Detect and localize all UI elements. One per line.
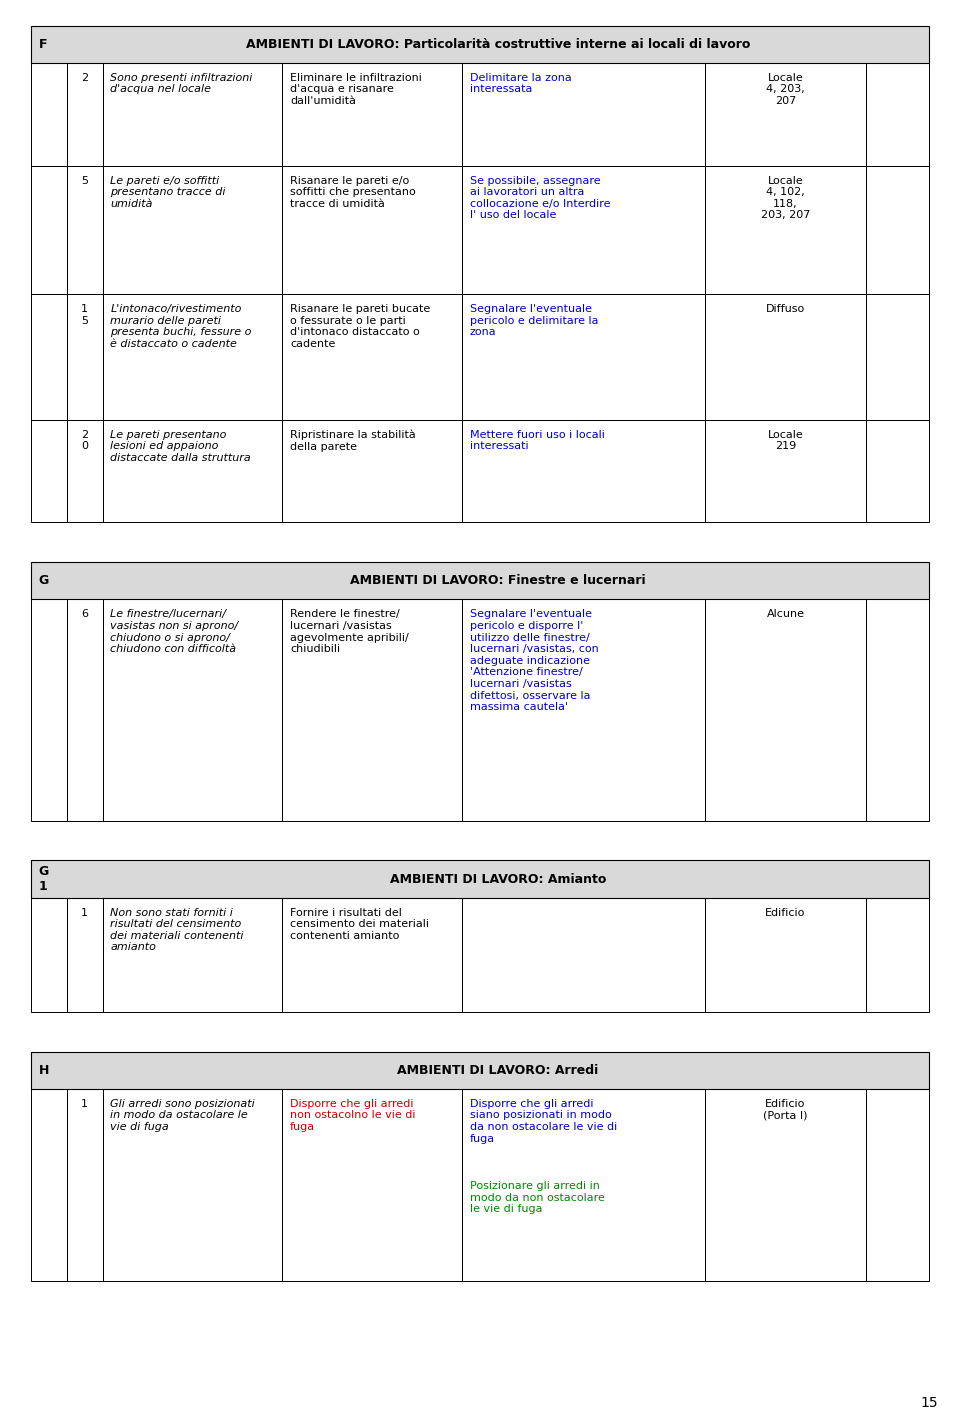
Bar: [462, 1089, 705, 1281]
Bar: [103, 420, 282, 522]
Bar: [705, 898, 866, 1012]
Bar: [282, 1089, 462, 1281]
Text: AMBIENTI DI LAVORO: Amianto: AMBIENTI DI LAVORO: Amianto: [390, 872, 606, 886]
Text: Edificio
(Porta I): Edificio (Porta I): [763, 1099, 807, 1120]
Text: G
1: G 1: [38, 865, 49, 893]
Bar: [462, 63, 705, 166]
Text: 2
0: 2 0: [81, 430, 88, 451]
Bar: [103, 166, 282, 294]
Bar: [31, 26, 929, 63]
Bar: [282, 63, 462, 166]
Text: Risanare le pareti bucate
o fessurate o le parti
d'intonaco distaccato o
cadente: Risanare le pareti bucate o fessurate o …: [290, 304, 430, 348]
Bar: [282, 599, 462, 821]
Text: Non sono stati forniti i
risultati del censimento
dei materiali contenenti
amian: Non sono stati forniti i risultati del c…: [110, 908, 244, 952]
Bar: [31, 562, 929, 599]
Bar: [31, 166, 66, 294]
Bar: [66, 166, 103, 294]
Bar: [705, 166, 866, 294]
Text: Risanare le pareti e/o
soffitti che presentano
tracce di umidità: Risanare le pareti e/o soffitti che pres…: [290, 176, 416, 208]
Text: Segnalare l'eventuale
pericolo e delimitare la
zona: Segnalare l'eventuale pericolo e delimit…: [469, 304, 598, 337]
Text: AMBIENTI DI LAVORO: Finestre e lucernari: AMBIENTI DI LAVORO: Finestre e lucernari: [350, 574, 646, 588]
Text: Le finestre/lucernari/
vasistas non si aprono/
chiudono o si aprono/
chiudono co: Le finestre/lucernari/ vasistas non si a…: [110, 609, 238, 654]
Text: 1: 1: [82, 1099, 88, 1109]
Bar: [705, 294, 866, 420]
Bar: [31, 898, 66, 1012]
Text: Fornire i risultati del
censimento dei materiali
contenenti amianto: Fornire i risultati del censimento dei m…: [290, 908, 429, 940]
Bar: [462, 898, 705, 1012]
Text: Delimitare la zona
interessata: Delimitare la zona interessata: [469, 73, 571, 94]
Bar: [103, 898, 282, 1012]
Text: H: H: [38, 1063, 49, 1077]
Bar: [66, 63, 103, 166]
Bar: [705, 63, 866, 166]
Text: G: G: [38, 574, 49, 588]
Bar: [31, 1052, 929, 1089]
Text: Eliminare le infiltrazioni
d'acqua e risanare
dall'umidità: Eliminare le infiltrazioni d'acqua e ris…: [290, 73, 421, 106]
Bar: [31, 420, 66, 522]
Text: 5: 5: [82, 176, 88, 186]
Text: Locale
219: Locale 219: [768, 430, 804, 451]
Text: Disporre che gli arredi
non ostacolno le vie di
fuga: Disporre che gli arredi non ostacolno le…: [290, 1099, 416, 1132]
Bar: [866, 294, 929, 420]
Text: AMBIENTI DI LAVORO: Particolarità costruttive interne ai locali di lavoro: AMBIENTI DI LAVORO: Particolarità costru…: [246, 37, 750, 51]
Text: Edificio: Edificio: [765, 908, 805, 918]
Bar: [103, 294, 282, 420]
Bar: [31, 1089, 66, 1281]
Text: 1: 1: [82, 908, 88, 918]
Bar: [705, 420, 866, 522]
Bar: [66, 599, 103, 821]
Bar: [462, 166, 705, 294]
Text: Gli arredi sono posizionati
in modo da ostacolare le
vie di fuga: Gli arredi sono posizionati in modo da o…: [110, 1099, 255, 1132]
Bar: [66, 294, 103, 420]
Text: Disporre che gli arredi
siano posizionati in modo
da non ostacolare le vie di
fu: Disporre che gli arredi siano posizionat…: [469, 1099, 617, 1143]
Bar: [31, 63, 66, 166]
Bar: [462, 599, 705, 821]
Bar: [866, 420, 929, 522]
Text: Ripristinare la stabilità
della parete: Ripristinare la stabilità della parete: [290, 430, 416, 451]
Bar: [282, 166, 462, 294]
Bar: [462, 294, 705, 420]
Bar: [31, 599, 66, 821]
Text: Le pareti e/o soffitti
presentano tracce di
umidità: Le pareti e/o soffitti presentano tracce…: [110, 176, 226, 208]
Bar: [866, 63, 929, 166]
Text: 2: 2: [81, 73, 88, 83]
Text: 6: 6: [82, 609, 88, 619]
Bar: [282, 420, 462, 522]
Text: Rendere le finestre/
lucernari /vasistas
agevolmente apribili/
chiudibili: Rendere le finestre/ lucernari /vasistas…: [290, 609, 409, 654]
Text: Diffuso: Diffuso: [766, 304, 805, 314]
Bar: [866, 599, 929, 821]
Text: F: F: [38, 37, 47, 51]
Bar: [866, 166, 929, 294]
Bar: [31, 294, 66, 420]
Bar: [31, 860, 929, 898]
Bar: [66, 1089, 103, 1281]
Bar: [103, 1089, 282, 1281]
Bar: [103, 63, 282, 166]
Bar: [866, 1089, 929, 1281]
Text: Se possibile, assegnare
ai lavoratori un altra
collocazione e/o Interdire
l' uso: Se possibile, assegnare ai lavoratori un…: [469, 176, 611, 220]
Text: 15: 15: [921, 1396, 939, 1410]
Bar: [66, 420, 103, 522]
Bar: [282, 294, 462, 420]
Bar: [282, 898, 462, 1012]
Text: Sono presenti infiltrazioni
d'acqua nel locale: Sono presenti infiltrazioni d'acqua nel …: [110, 73, 252, 94]
Bar: [103, 599, 282, 821]
Bar: [66, 898, 103, 1012]
Bar: [866, 898, 929, 1012]
Text: Mettere fuori uso i locali
interessati: Mettere fuori uso i locali interessati: [469, 430, 605, 451]
Text: Locale
4, 102,
118,
203, 207: Locale 4, 102, 118, 203, 207: [761, 176, 810, 220]
Text: L'intonaco/rivestimento
murario delle pareti
presenta buchi, fessure o
è distacc: L'intonaco/rivestimento murario delle pa…: [110, 304, 252, 348]
Bar: [705, 1089, 866, 1281]
Text: Posizionare gli arredi in
modo da non ostacolare
le vie di fuga: Posizionare gli arredi in modo da non os…: [469, 1182, 605, 1214]
Text: Segnalare l'eventuale
pericolo e disporre l'
utilizzo delle finestre/
lucernari : Segnalare l'eventuale pericolo e disporr…: [469, 609, 598, 712]
Text: Le pareti presentano
lesioni ed appaiono
distaccate dalla struttura: Le pareti presentano lesioni ed appaiono…: [110, 430, 251, 462]
Text: Alcune: Alcune: [766, 609, 804, 619]
Bar: [462, 420, 705, 522]
Text: 1
5: 1 5: [82, 304, 88, 325]
Text: AMBIENTI DI LAVORO: Arredi: AMBIENTI DI LAVORO: Arredi: [397, 1063, 599, 1077]
Text: Locale
4, 203,
207: Locale 4, 203, 207: [766, 73, 804, 106]
Bar: [705, 599, 866, 821]
